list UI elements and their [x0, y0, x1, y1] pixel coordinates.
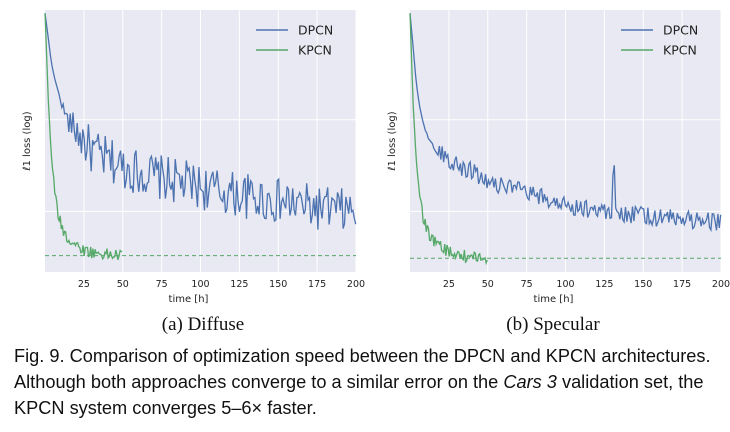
panel-label-diffuse: (a) Diffuse: [161, 314, 245, 335]
x-tick-label: 150: [634, 279, 652, 290]
chart-panel-diffuse: 25 50 75 100 125 150 175 200 time [h] ℓ1 loss (lo…: [22, 10, 365, 305]
figure-caption: Fig. 9. Comparison of optimization speed…: [14, 343, 720, 421]
legend-label-kpcn: KPCN: [298, 43, 332, 58]
x-axis-label: time [h]: [169, 294, 209, 305]
x-tick-label: 75: [156, 279, 168, 290]
x-tick-label: 50: [482, 279, 494, 290]
x-tick-label: 125: [230, 279, 248, 290]
y-axis-label: ℓ1 loss (log): [387, 111, 398, 170]
x-tick-label: 100: [191, 279, 209, 290]
x-tick-label: 175: [673, 279, 691, 290]
caption-text-end: validation set, the KPCN system converge…: [14, 372, 704, 418]
legend-label-dpcn: DPCN: [663, 23, 698, 38]
chart-panel-specular: 25 50 75 100 125 150 175 200 time [h] ℓ1 loss (lo…: [387, 10, 730, 305]
x-axis-label: time [h]: [534, 294, 574, 305]
series-line-dpcn: [44, 13, 357, 230]
caption-text-start: Fig. 9. Comparison of optimization speed…: [14, 346, 711, 392]
x-tick-label: 175: [308, 279, 326, 290]
x-tick-label: 200: [347, 279, 365, 290]
series-line-kpcn: [409, 13, 488, 266]
series-line-dpcn: [409, 13, 722, 233]
panel-label-specular: (b) Specular: [506, 314, 600, 335]
x-tick-label: 100: [556, 279, 574, 290]
caption-dataset-name: Cars 3: [503, 372, 557, 392]
x-tick-label: 150: [269, 279, 287, 290]
x-tick-label: 50: [117, 279, 129, 290]
legend-label-kpcn: KPCN: [663, 43, 697, 58]
x-tick-label: 125: [595, 279, 613, 290]
y-axis-label: ℓ1 loss (log): [22, 111, 33, 170]
legend-label-dpcn: DPCN: [298, 23, 333, 38]
x-tick-label: 75: [521, 279, 533, 290]
x-tick-label: 25: [78, 279, 90, 290]
x-tick-label: 25: [443, 279, 455, 290]
x-tick-label: 200: [712, 279, 730, 290]
